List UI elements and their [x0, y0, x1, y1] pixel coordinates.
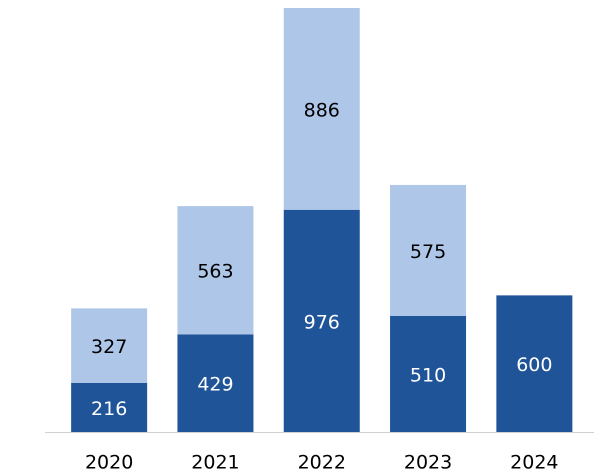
bar-segment — [283, 8, 360, 210]
x-tick-label: 2023 — [404, 452, 452, 474]
data-label: 976 — [304, 311, 340, 333]
data-label: 327 — [91, 336, 127, 358]
bar-segment — [71, 382, 148, 432]
data-label: 600 — [516, 354, 552, 376]
x-tick-label: 2020 — [85, 452, 133, 474]
bar-segment — [390, 184, 467, 316]
data-label: 563 — [197, 261, 233, 283]
data-label: 429 — [197, 374, 233, 396]
bar-segment — [177, 206, 254, 335]
x-tick-label: 2022 — [298, 452, 346, 474]
data-label: 216 — [91, 398, 127, 420]
data-label: 886 — [304, 99, 340, 121]
x-tick-label: 2024 — [510, 452, 558, 474]
data-label: 575 — [410, 241, 446, 263]
x-tick-label: 2021 — [191, 452, 239, 474]
bar-segment — [177, 334, 254, 432]
data-label: 510 — [410, 364, 446, 386]
bar-segment — [390, 315, 467, 432]
bar-segment — [283, 209, 360, 432]
bar-segment — [71, 308, 148, 383]
bar-segment — [496, 295, 573, 432]
